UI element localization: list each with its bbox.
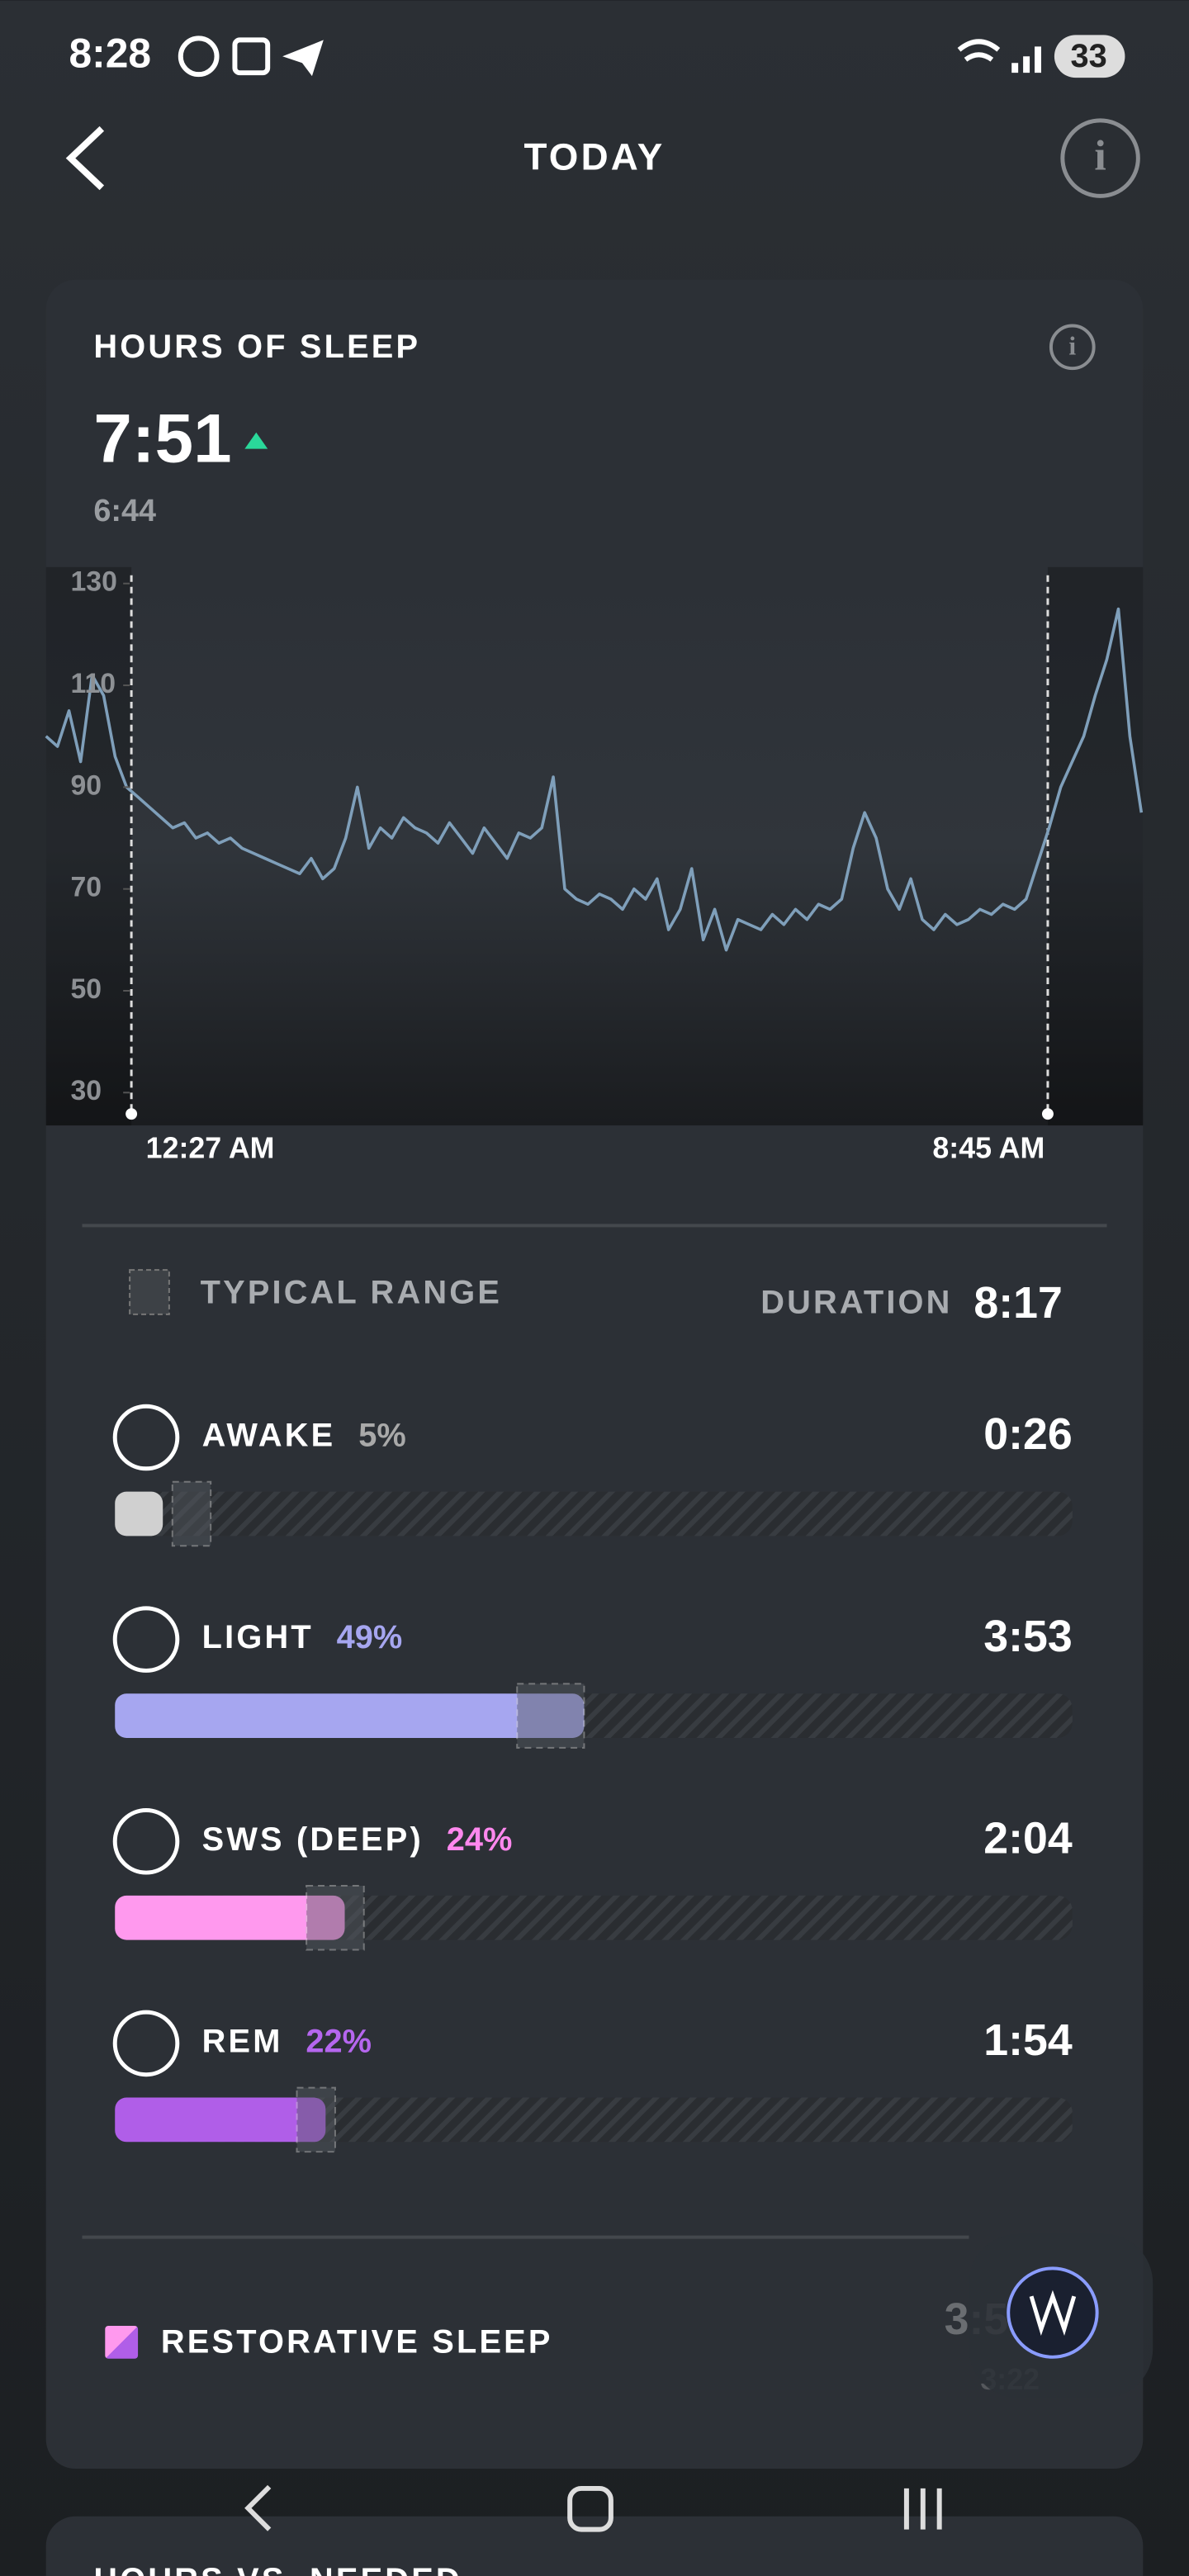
- typical-range-legend: TYPICAL RANGE: [201, 1274, 502, 1310]
- assistant-icon: [1029, 2290, 1077, 2337]
- next-card-title: HOURS VS. NEEDED: [93, 2562, 462, 2576]
- info-icon: i: [1068, 332, 1076, 361]
- typical-range-swatch: [129, 1269, 170, 1315]
- y-tick-label: 130: [71, 566, 117, 598]
- stage-name: SWS (DEEP): [202, 1821, 424, 1858]
- y-tick-label: 30: [71, 1075, 102, 1106]
- back-button[interactable]: [65, 125, 105, 191]
- signal-icon: [1011, 46, 1041, 73]
- start-time: 12:27 AM: [146, 1131, 275, 1164]
- outside-sleep-shade: [45, 566, 132, 1126]
- y-tick-label: 90: [71, 769, 102, 801]
- duration-value: 8:17: [973, 1278, 1062, 1328]
- typical-range: [306, 1884, 365, 1951]
- stage-duration: 3:53: [983, 1612, 1072, 1661]
- stage-bar: [115, 1895, 345, 1940]
- stage-bar: [115, 1693, 585, 1738]
- stage-track: [115, 1895, 1073, 1940]
- stage-percent: 22%: [306, 2023, 372, 2059]
- typical-range: [296, 2086, 336, 2153]
- stage-name: REM: [202, 2023, 283, 2059]
- stage-toggle[interactable]: [112, 1404, 180, 1471]
- stage-duration: 1:54: [983, 2015, 1073, 2065]
- stage-toggle[interactable]: [112, 1808, 180, 1875]
- sleep-start-dot: [126, 1108, 138, 1120]
- wifi-icon: [957, 39, 1001, 62]
- battery-level: 33: [1071, 38, 1107, 74]
- nav-recents[interactable]: [903, 2488, 942, 2530]
- card-info-button[interactable]: [1049, 324, 1096, 371]
- stage-bar: [115, 2097, 326, 2143]
- status-time: 8:28: [69, 30, 152, 76]
- heart-rate-chart: 30 50 70 90 110 130: [45, 566, 1144, 1126]
- page-title: TODAY: [524, 136, 666, 178]
- stage-name: LIGHT: [202, 1619, 314, 1655]
- stage-track: [115, 1491, 1073, 1537]
- restorative-swatch: [105, 2326, 139, 2359]
- stage-list: AWAKE 5% 0:26 LIGHT 49% 3:53 SWS (DEEP) 24% 2:04…: [112, 1404, 1073, 2153]
- chart-background: [45, 566, 1144, 1126]
- stage-percent: 24%: [447, 1821, 513, 1858]
- stage-percent: 49%: [337, 1619, 403, 1655]
- next-card: [45, 2516, 1144, 2576]
- app-icon: [232, 37, 271, 76]
- stage-track: [115, 2097, 1073, 2143]
- nav-back[interactable]: [244, 2484, 272, 2531]
- assistant-button[interactable]: [1007, 2266, 1099, 2359]
- duration-label: DURATION: [760, 1284, 952, 1320]
- sleep-hours: 7:51: [93, 400, 231, 477]
- info-icon: i: [1094, 132, 1106, 179]
- battery: [1054, 35, 1125, 78]
- card-title: HOURS OF SLEEP: [93, 329, 420, 365]
- trend-up-icon: [244, 432, 268, 449]
- stage-duration: 2:04: [983, 1813, 1073, 1863]
- typical-range: [171, 1480, 212, 1547]
- stage-toggle[interactable]: [112, 1606, 180, 1673]
- app-icon: [282, 40, 324, 77]
- app-icon: [178, 36, 220, 78]
- y-tick-label: 70: [71, 872, 102, 903]
- end-time: 8:45 AM: [932, 1131, 1045, 1164]
- y-tick-label: 110: [71, 668, 116, 699]
- outside-sleep-shade: [1047, 566, 1144, 1126]
- previous-hours: 6:44: [93, 494, 156, 528]
- restorative-label: RESTORATIVE SLEEP: [161, 2323, 553, 2360]
- nav-home[interactable]: [567, 2485, 613, 2532]
- y-tick-label: 50: [71, 973, 102, 1005]
- stage-duration: 0:26: [983, 1409, 1072, 1459]
- sleep-end-dot: [1041, 1108, 1054, 1120]
- stage-toggle[interactable]: [112, 2010, 180, 2077]
- stage-name: AWAKE: [202, 1417, 336, 1453]
- heart-rate-line: [45, 607, 1144, 952]
- stage-bar: [115, 1491, 163, 1537]
- stage-percent: 5%: [358, 1417, 405, 1453]
- info-button[interactable]: [1060, 118, 1140, 198]
- typical-range: [516, 1683, 585, 1749]
